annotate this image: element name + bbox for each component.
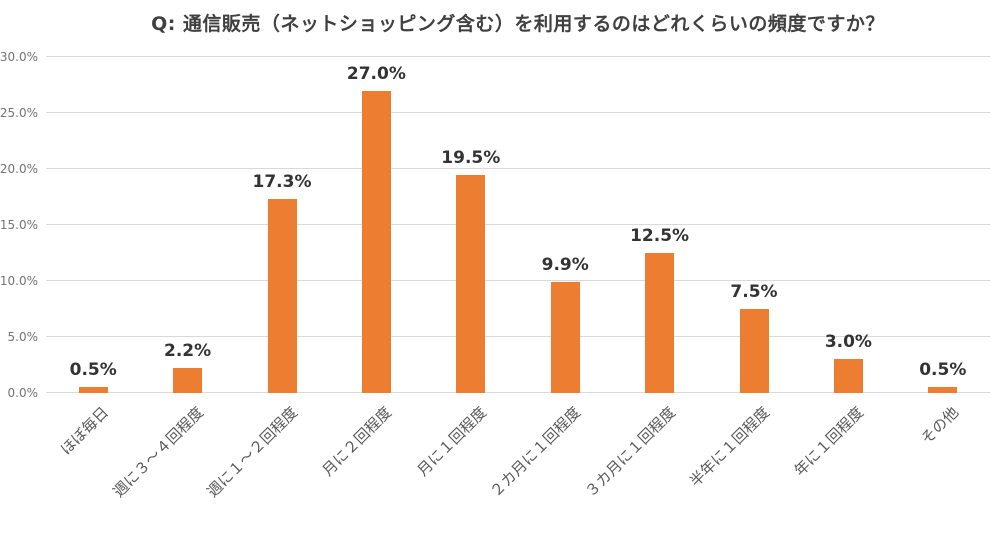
y-tick-label: 20.0%	[0, 162, 38, 176]
bar	[739, 309, 769, 393]
x-tick-label: 年に１回程度	[791, 403, 868, 480]
bar	[78, 387, 108, 393]
x-tick-label: ほぼ毎日	[57, 403, 113, 459]
bar-data-label: 19.5%	[441, 147, 501, 168]
bar	[361, 90, 391, 393]
bar	[645, 253, 675, 393]
bar	[833, 359, 863, 393]
bar-data-label: 9.9%	[541, 255, 589, 276]
bar-data-label: 3.0%	[824, 332, 872, 353]
x-tick-label: ３カ月に１回程度	[581, 403, 679, 501]
bar	[173, 368, 203, 393]
x-tick-label: その他	[917, 403, 962, 448]
gridline	[46, 112, 990, 113]
y-tick-label: 15.0%	[0, 218, 38, 232]
x-tick-label: 週に３～４回程度	[109, 403, 207, 501]
y-tick-label: 5.0%	[7, 330, 39, 344]
bar-data-label: 0.5%	[69, 360, 117, 381]
plot-area: 0.0% 5.0% 10.0% 15.0% 20.0% 25.0% 30.0% 0.5% 2.…	[0, 50, 990, 501]
bar-data-label: 7.5%	[730, 282, 778, 302]
x-tick-label: 週に１～２回程度	[203, 403, 302, 501]
bar-data-label: 12.5%	[630, 226, 690, 246]
y-tick-label: 0.0%	[7, 386, 39, 400]
x-tick-label: 月に２回程度	[319, 403, 396, 480]
bar	[456, 174, 486, 393]
gridline	[46, 392, 990, 393]
bar-data-label: 2.2%	[164, 341, 212, 362]
y-tick-label: 25.0%	[0, 106, 38, 120]
bar-data-label: 17.3%	[252, 172, 312, 193]
bar-data-label: 27.0%	[346, 63, 406, 84]
gridline	[46, 56, 990, 57]
chart-title: Q: 通信販売（ネットショッピング含む）を利用するのはどれくらいの頻度ですか？	[151, 13, 885, 35]
bar	[550, 282, 580, 393]
gridline	[46, 280, 990, 281]
y-tick-label: 30.0%	[0, 50, 38, 64]
gridline	[46, 336, 990, 337]
gridline	[46, 168, 990, 169]
x-tick-label: ２カ月に１回程度	[486, 403, 585, 501]
bar-data-label: 0.5%	[919, 360, 967, 381]
gridline	[46, 224, 990, 225]
x-tick-label: 月に１回程度	[413, 403, 490, 480]
y-tick-label: 10.0%	[0, 274, 38, 288]
bar	[267, 199, 297, 393]
bar	[928, 387, 958, 393]
x-tick-label: 半年に１回程度	[686, 403, 774, 491]
